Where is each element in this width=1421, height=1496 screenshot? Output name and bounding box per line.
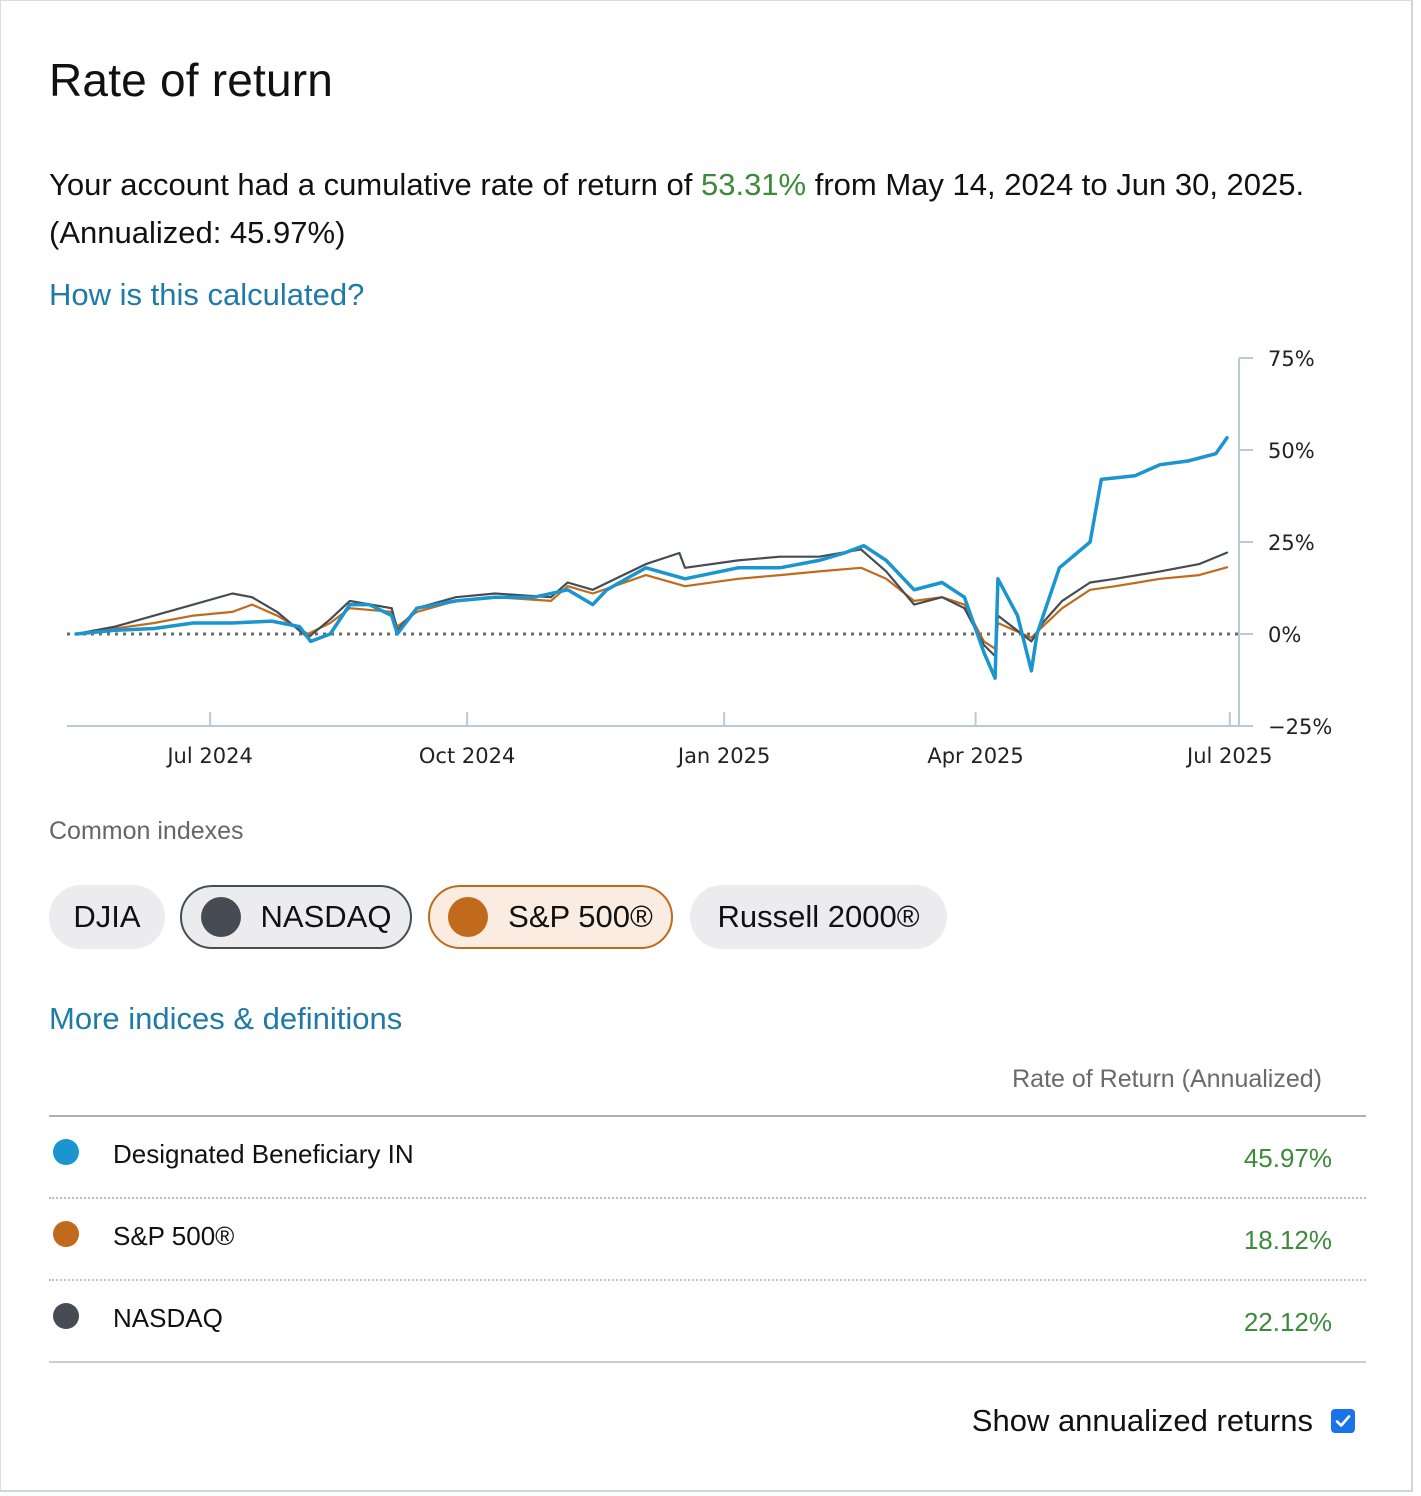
chip-label: NASDAQ — [260, 899, 392, 934]
chip-russell-2000[interactable]: Russell 2000® — [690, 885, 947, 949]
table-row: Designated Beneficiary IN 45.97% — [49, 1117, 1366, 1199]
sp500-color-dot — [448, 897, 489, 937]
table-row: S&P 500® 18.12% — [49, 1199, 1366, 1281]
checkmark-icon — [1335, 1415, 1351, 1427]
chip-label: Russell 2000® — [717, 899, 920, 934]
x-tick-label: Oct 2024 — [419, 744, 515, 768]
series-name: S&P 500® — [113, 1221, 235, 1251]
series-return: 18.12% — [1243, 1225, 1332, 1255]
cumulative-return-value: 53.31% — [700, 167, 807, 202]
nasdaq-color-dot — [200, 897, 241, 937]
x-tick-label: Jan 2025 — [676, 744, 771, 768]
series-color-dot — [53, 1303, 79, 1329]
row-divider — [49, 1279, 1366, 1281]
show-annualized-control: Show annualized returns — [972, 1403, 1355, 1439]
chip-sp500[interactable]: S&P 500® — [428, 885, 673, 949]
series-color-dot — [53, 1221, 79, 1247]
series-color-dot — [53, 1139, 79, 1165]
chip-label: DJIA — [73, 899, 141, 934]
chip-djia[interactable]: DJIA — [49, 885, 165, 949]
series-name: NASDAQ — [113, 1303, 223, 1333]
table-row: NASDAQ 22.12% — [49, 1281, 1366, 1363]
table-header: Rate of Return (Annualized) — [1012, 1065, 1322, 1093]
summary-suffix: from May 14, 2024 to Jun 30, 2025. (Annu… — [49, 167, 1305, 250]
y-tick-label: 25% — [1268, 531, 1315, 555]
more-indices-link[interactable]: More indices & definitions — [49, 1001, 403, 1036]
chip-nasdaq[interactable]: NASDAQ — [180, 885, 412, 949]
y-tick-label: 50% — [1268, 439, 1315, 463]
x-tick-label: Jul 2025 — [1185, 744, 1272, 768]
x-tick-label: Apr 2025 — [927, 744, 1023, 768]
show-annualized-label: Show annualized returns — [971, 1403, 1313, 1438]
x-tick-label: Jul 2024 — [165, 744, 252, 768]
show-annualized-checkbox[interactable] — [1331, 1409, 1355, 1433]
row-divider — [49, 1361, 1366, 1363]
y-tick-label: 75% — [1268, 347, 1315, 371]
series-line-nasdaq — [74, 548, 1229, 658]
series-return: 45.97% — [1243, 1143, 1332, 1173]
series-name: Designated Beneficiary IN — [113, 1139, 414, 1169]
table-divider — [49, 1115, 1366, 1117]
chart-svg: 75% 50% 25% 0% −25% Jul 2024 Oct 2024 Jan 2025 A… — [67, 347, 1332, 768]
y-tick-label: 0% — [1268, 623, 1301, 647]
common-indexes-label: Common indexes — [49, 817, 244, 845]
rate-of-return-chart: 75% 50% 25% 0% −25% Jul 2024 Oct 2024 Jan 2025 A… — [1, 331, 1421, 791]
page-title: Rate of return — [49, 54, 334, 106]
y-tick-label: −25% — [1268, 715, 1332, 739]
return-summary: Your account had a cumulative rate of re… — [49, 161, 1349, 257]
series-line-account — [74, 436, 1229, 680]
series-return: 22.12% — [1243, 1307, 1332, 1337]
row-divider — [49, 1197, 1366, 1199]
summary-prefix: Your account had a cumulative rate of re… — [49, 167, 701, 202]
how-calculated-link[interactable]: How is this calculated? — [49, 277, 365, 312]
chip-label: S&P 500® — [508, 899, 653, 934]
